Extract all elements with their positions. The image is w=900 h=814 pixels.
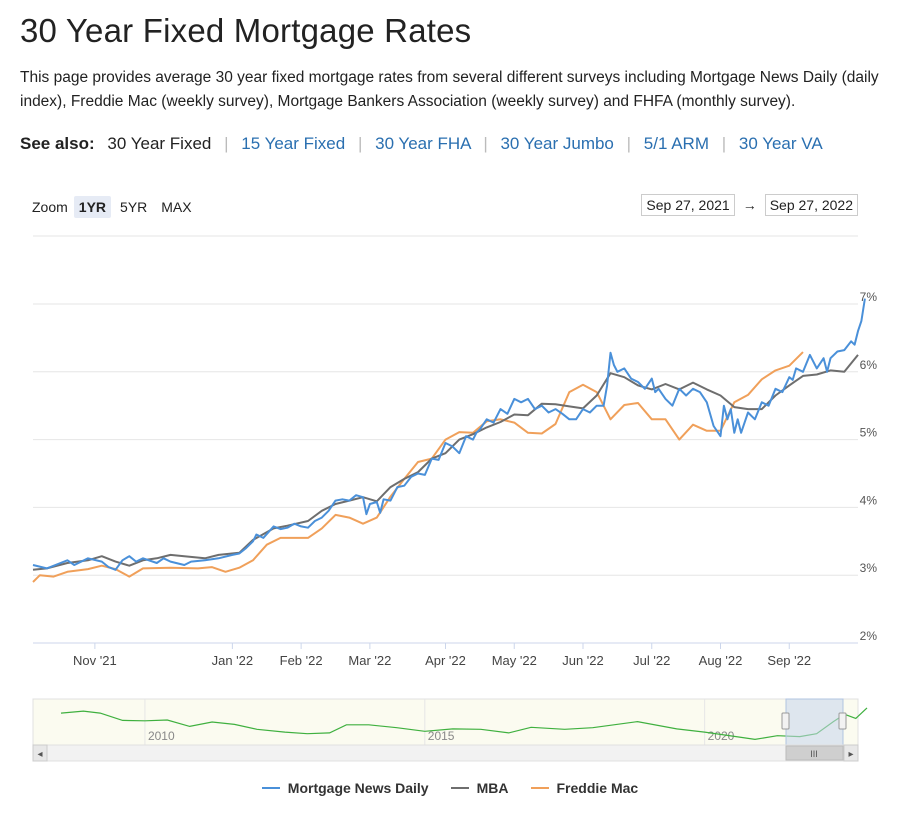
series-line-freddie-mac xyxy=(32,351,804,583)
see-also-bar: See also: 30 Year Fixed | 15 Year Fixed … xyxy=(20,134,823,154)
zoom-control: Zoom 1YR 5YR MAX xyxy=(32,196,201,218)
date-range: Sep 27, 2021 → Sep 27, 2022 xyxy=(641,194,858,216)
x-tick-label: Feb '22 xyxy=(280,653,323,668)
scrollbar-grip-icon: III xyxy=(810,749,818,759)
y-tick-label: 4% xyxy=(860,493,878,507)
link-30-year-va[interactable]: 30 Year VA xyxy=(738,134,823,153)
legend-item-mba[interactable]: MBA xyxy=(450,780,509,796)
scrollbar-thumb xyxy=(785,745,844,761)
legend-swatch xyxy=(530,787,549,789)
link-30-year-fha[interactable]: 30 Year FHA xyxy=(375,134,471,153)
legend-swatch xyxy=(450,787,469,789)
zoom-label: Zoom xyxy=(32,199,68,215)
link-30-year-jumbo[interactable]: 30 Year Jumbo xyxy=(500,134,614,153)
legend-label: Freddie Mac xyxy=(556,780,639,796)
range-from-input[interactable]: Sep 27, 2021 xyxy=(641,194,735,216)
x-tick-label: Nov '21 xyxy=(73,653,117,668)
legend-item-freddie-mac[interactable]: Freddie Mac xyxy=(530,780,639,796)
y-tick-label: 2% xyxy=(860,629,878,643)
link-5-1-arm[interactable]: 5/1 ARM xyxy=(643,134,709,153)
y-tick-label: 7% xyxy=(860,290,878,304)
navigator-year-label: 2010 xyxy=(148,729,175,743)
navigator-year-label: 2015 xyxy=(428,729,455,743)
scroll-left-icon: ◂ xyxy=(37,749,42,760)
separator: | xyxy=(357,134,363,153)
scrollbar-track xyxy=(32,744,859,762)
x-tick-label: Jun '22 xyxy=(562,653,604,668)
series-lines xyxy=(32,298,866,583)
separator: | xyxy=(721,134,727,153)
scrollbar-right-button xyxy=(843,744,859,762)
y-tick-label: 6% xyxy=(860,358,878,372)
x-tick-label: Sep '22 xyxy=(767,653,811,668)
navigator-year-label: 2020 xyxy=(708,729,735,743)
separator: | xyxy=(224,134,229,153)
navigator: 2010 2015 2020 ◂ ▸ III xyxy=(32,698,868,762)
legend-label: Mortgage News Daily xyxy=(287,780,429,796)
navigator-background xyxy=(32,698,859,746)
see-also-label: See also: xyxy=(20,134,95,153)
navigator-selection xyxy=(785,698,844,746)
rate-chart: 2% 3% 4% 5% 6% 7% Nov '21 Jan '22 Feb '22 Mar '2… xyxy=(32,235,878,762)
link-15-year-fixed[interactable]: 15 Year Fixed xyxy=(241,134,346,153)
x-tick-label: Aug '22 xyxy=(699,653,743,668)
x-tick-label: Apr '22 xyxy=(425,653,466,668)
series-line-mortgage-news-daily xyxy=(32,298,866,571)
navigator-line xyxy=(60,707,868,741)
range-arrow-icon: → xyxy=(742,197,757,213)
scroll-right-icon: ▸ xyxy=(848,749,853,760)
chart-legend: Mortgage News Daily MBA Freddie Mac xyxy=(0,780,900,796)
y-tick-label: 5% xyxy=(860,426,878,440)
see-also-current: 30 Year Fixed xyxy=(107,134,212,153)
zoom-max-button[interactable]: MAX xyxy=(161,199,192,215)
x-tick-label: Jul '22 xyxy=(633,653,670,668)
legend-item-mortgage-news-daily[interactable]: Mortgage News Daily xyxy=(261,780,429,796)
page-description: This page provides average 30 year fixed… xyxy=(20,69,879,110)
x-tick-label: Mar '22 xyxy=(348,653,391,668)
navigator-handle-left xyxy=(781,712,790,730)
y-tick-label: 3% xyxy=(860,561,878,575)
range-to-input[interactable]: Sep 27, 2022 xyxy=(764,194,858,216)
navigator-handle-right xyxy=(838,712,847,730)
series-line-mba xyxy=(32,354,859,571)
legend-swatch xyxy=(261,787,280,789)
legend-label: MBA xyxy=(476,780,509,796)
zoom-1yr-button[interactable]: 1YR xyxy=(73,196,112,218)
separator: | xyxy=(626,134,632,153)
page-title: 30 Year Fixed Mortgage Rates xyxy=(20,12,472,49)
x-tick-label: May '22 xyxy=(492,653,537,668)
x-axis-ticks: Nov '21 Jan '22 Feb '22 Mar '22 Apr '22 May '… xyxy=(73,643,811,668)
x-tick-label: Jan '22 xyxy=(212,653,254,668)
zoom-5yr-button[interactable]: 5YR xyxy=(120,199,148,215)
scrollbar-left-button xyxy=(32,744,48,762)
separator: | xyxy=(483,134,488,153)
y-axis-ticks: 2% 3% 4% 5% 6% 7% xyxy=(860,290,878,643)
